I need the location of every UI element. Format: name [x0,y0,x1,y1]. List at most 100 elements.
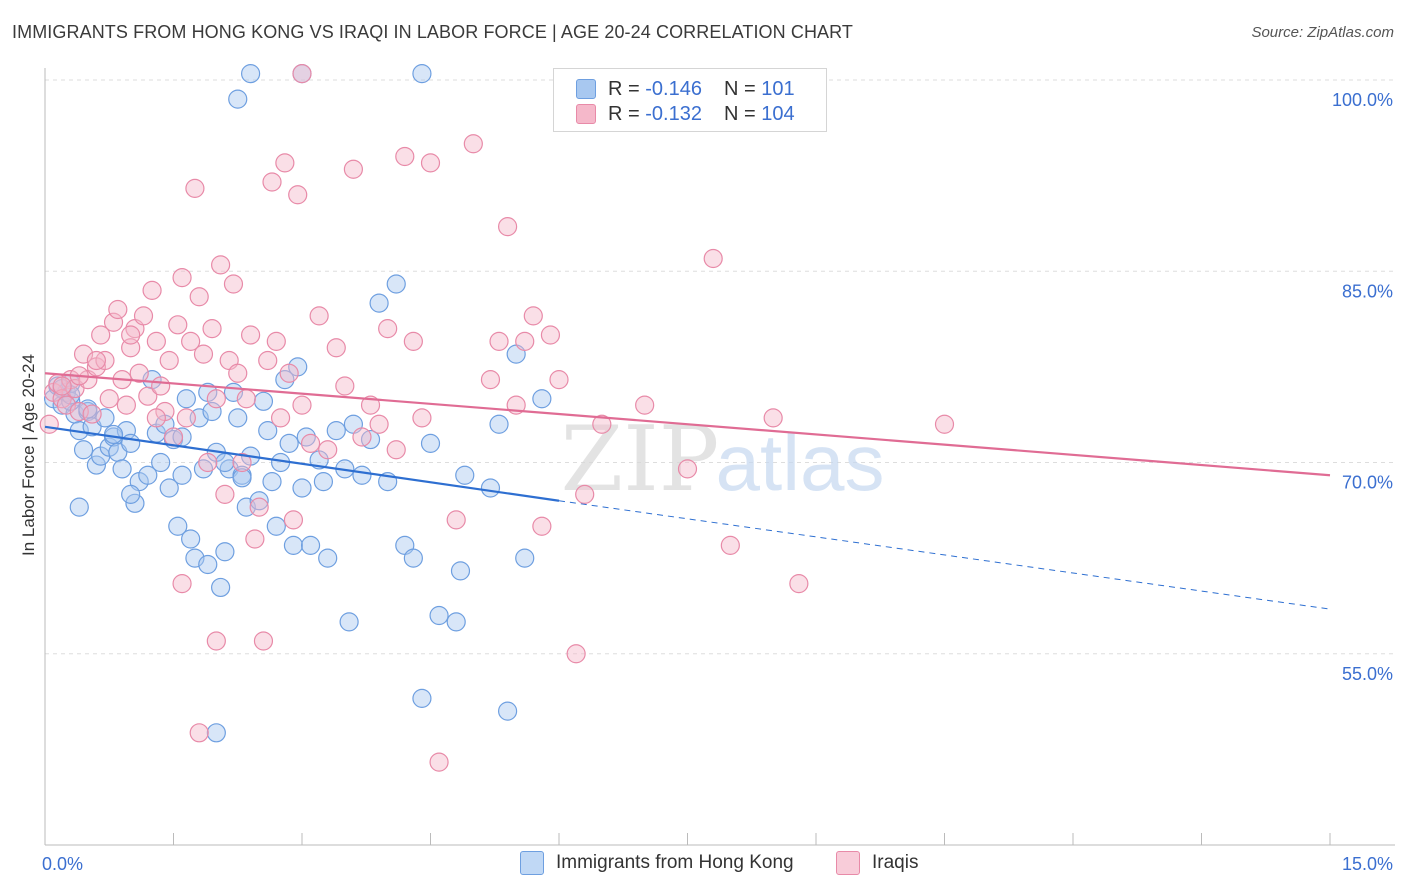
data-point [103,424,124,445]
axes [44,68,1395,846]
data-point [339,612,359,632]
data-point [489,414,509,434]
data-point [343,159,363,179]
data-point [241,64,261,84]
data-point [266,331,286,351]
data-point [159,350,179,371]
grid-lines [45,79,1395,655]
data-point [138,386,158,406]
data-point [266,516,286,536]
data-point [515,331,535,351]
data-point [258,421,278,441]
data-point [386,274,406,294]
data-point [446,612,466,632]
data-point [412,64,432,84]
trend-line-iraqis [44,372,1331,477]
data-point [635,395,655,415]
data-point [292,478,312,498]
data-point [228,408,248,428]
data-point [455,465,475,485]
data-point [168,516,188,536]
data-point [202,319,222,339]
data-point [498,701,518,721]
y-tick-labels: 55.0% 70.0% 85.0% 100.0% [1332,90,1393,684]
data-point [318,440,338,460]
legend-r-label: R = [608,77,640,100]
data-point [185,178,205,198]
y-tick-label: 100.0% [1332,90,1393,110]
data-point [575,484,595,504]
data-point [412,688,432,708]
bottom-legend-label: Iraqis [872,852,919,873]
data-point [540,325,561,345]
data-point [386,440,406,460]
data-point [206,723,226,743]
legend-row-iraqis: R = -0.132 N = 104 [576,102,795,126]
bottom-legend-swatch-blue [520,851,544,875]
data-point [249,497,269,517]
data-point [352,427,372,447]
data-point [258,350,278,371]
data-point [99,389,119,409]
data-point [52,376,72,396]
data-point [292,395,312,415]
data-point [223,274,244,294]
watermark-atlas: atlas [716,418,885,507]
data-point [215,542,235,562]
data-point [189,287,209,307]
chart-title: IMMIGRANTS FROM HONG KONG VS IRAQI IN LA… [12,22,854,42]
data-point [121,484,141,504]
data-point [703,248,723,269]
data-point [168,315,188,335]
data-point [151,452,171,473]
data-point [176,389,196,409]
data-point [532,516,552,536]
data-point [215,484,235,504]
data-point [146,408,166,428]
legend-n-value: 101 [761,77,795,100]
data-point [189,723,209,743]
data-point [202,401,222,422]
data-point [450,561,471,581]
data-point [69,497,89,517]
data-point [193,344,214,364]
data-point [206,389,226,409]
data-point [112,459,132,479]
data-point [412,408,432,428]
series-hong-kong-points [43,64,552,743]
data-point [116,395,136,415]
data-point [720,535,740,555]
legend-row-hong-kong: R = -0.146 N = 101 [576,77,795,101]
x-tick-label: 15.0% [1342,854,1393,874]
data-point [121,433,141,453]
data-point [159,478,179,498]
data-point [211,255,231,275]
bottom-legend-swatch-pink [836,851,860,875]
data-point [300,433,321,453]
data-point [318,548,338,568]
data-point [403,331,423,351]
legend-n-value: 104 [761,102,795,125]
legend-r-value: -0.146 [645,77,702,100]
data-point [463,134,483,154]
bottom-legend-hong-kong: Immigrants from Hong Kong [520,851,794,875]
data-point [309,306,329,326]
data-point [249,491,269,511]
data-point [532,389,552,409]
data-point [335,376,355,396]
data-point [253,391,274,411]
legend-r-value: -0.132 [645,102,702,125]
data-point [566,644,586,664]
data-point [146,331,166,351]
data-point [73,440,94,460]
data-point [133,306,154,326]
data-point [121,325,141,345]
y-tick-label: 85.0% [1342,281,1393,301]
data-point [515,548,535,568]
data-point [275,153,295,173]
data-point [300,535,321,555]
y-tick-label: 70.0% [1342,473,1393,493]
trend-line-hong-kong-extension [558,500,1331,610]
data-point [176,408,196,428]
